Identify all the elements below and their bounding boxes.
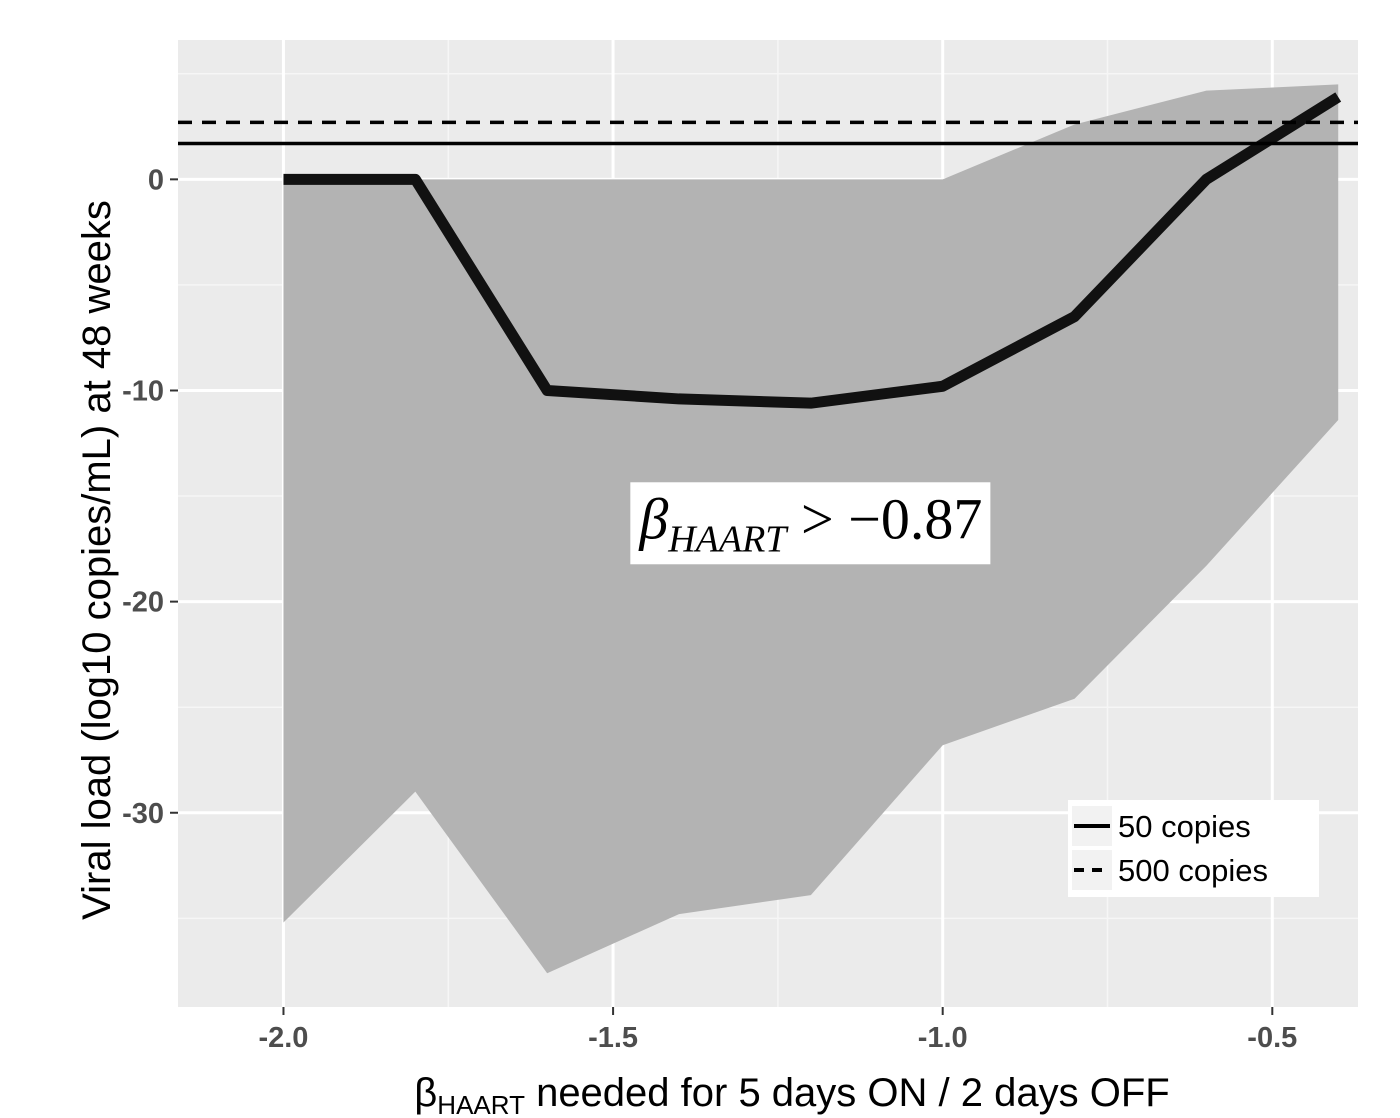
- x-tick-label: -0.5: [1247, 1022, 1297, 1054]
- y-tick-label: -10: [122, 375, 164, 407]
- x-axis-title-subscript: HAART: [437, 1090, 525, 1118]
- threshold-annotation: βHAART > −0.87: [630, 482, 991, 565]
- legend-label: 50 copies: [1118, 809, 1251, 844]
- x-axis-title: βHAART needed for 5 days ON / 2 days OFF: [414, 1071, 1169, 1118]
- viral-load-line: [283, 92, 1342, 409]
- reference-lines: [178, 120, 1358, 146]
- annotation-subscript: HAART: [667, 518, 789, 560]
- x-tick-label: -2.0: [258, 1022, 308, 1054]
- legend-label: 500 copies: [1118, 853, 1268, 888]
- y-axis-ticks: 0 -10 -20 -30: [122, 164, 178, 830]
- y-tick-label: -20: [122, 587, 164, 619]
- x-axis-title-beta: β: [414, 1071, 437, 1115]
- x-axis-ticks: -2.0 -1.5 -1.0 -0.5: [258, 1007, 1297, 1054]
- legend: 50 copies 500 copies: [1068, 800, 1319, 897]
- x-tick-label: -1.0: [918, 1022, 968, 1054]
- viral-load-line-layer: [283, 92, 1342, 409]
- y-axis-title: Viral load (log10 copies/mL) at 48 weeks: [75, 200, 119, 920]
- y-tick-label: -30: [122, 798, 164, 830]
- annotation-value: > −0.87: [786, 486, 982, 551]
- annotation-box: [630, 482, 991, 565]
- annotation-beta: β: [638, 486, 668, 551]
- x-tick-label: -1.5: [588, 1022, 638, 1054]
- y-tick-label: 0: [148, 164, 164, 196]
- x-axis-title-rest: needed for 5 days ON / 2 days OFF: [525, 1071, 1170, 1115]
- annotation-text: βHAART > −0.87: [638, 486, 982, 560]
